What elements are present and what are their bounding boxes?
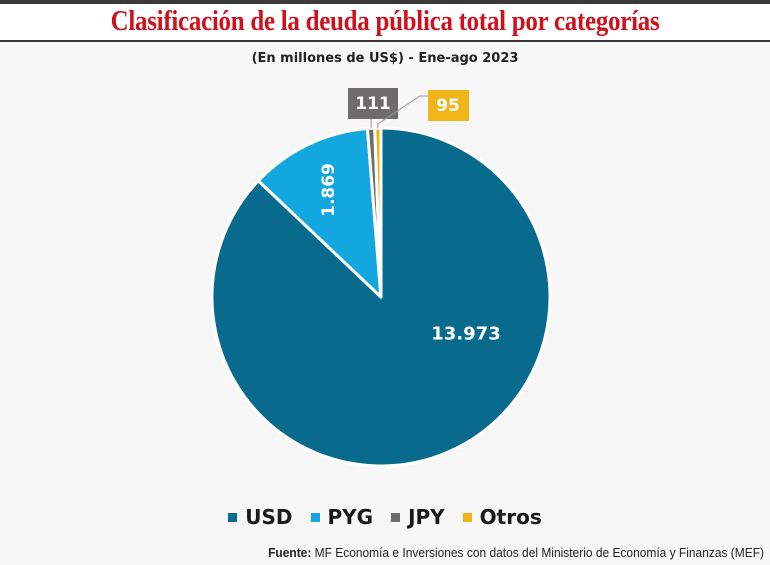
callout-box-jpy <box>348 88 398 119</box>
data-label-pyg: 1.869 <box>319 163 339 217</box>
pie-slice-otros <box>373 126 383 299</box>
title-band <box>0 4 770 40</box>
chart-title: Clasificación de la deuda pública total … <box>110 5 660 37</box>
legend-item-pyg: PYG <box>310 505 374 529</box>
data-label-jpy: 111 <box>355 94 391 114</box>
pie-slice-pyg <box>256 127 383 299</box>
legend-label-otros: Otros <box>479 505 542 529</box>
legend-item-usd: USD <box>228 505 293 529</box>
chart-subtitle: (En millones de US$) - Ene-ago 2023 <box>251 51 519 66</box>
pie-labels: 13.973 1.869 111 95 <box>319 94 501 345</box>
source-text: MF Economía e Inversiones con datos del … <box>311 545 764 560</box>
pie-chart: 13.973 1.869 111 95 <box>210 88 552 468</box>
legend-label-jpy: JPY <box>408 505 445 529</box>
source-note: Fuente: MF Economía e Inversiones con da… <box>268 545 764 560</box>
callout-line-otros <box>377 95 428 129</box>
legend-swatch-usd <box>228 512 238 522</box>
top-border <box>0 0 770 4</box>
legend-item-jpy: JPY <box>391 505 445 529</box>
legend-label-usd: USD <box>245 505 293 529</box>
legend-swatch-jpy <box>391 512 401 522</box>
legend-label-pyg: PYG <box>327 505 374 529</box>
data-label-otros: 95 <box>436 96 460 116</box>
data-label-usd: 13.973 <box>431 324 500 345</box>
legend-item-otros: Otros <box>462 505 542 529</box>
legend-swatch-otros <box>462 512 472 522</box>
source-label: Fuente: <box>268 545 312 560</box>
callout-box-otros <box>428 90 469 121</box>
pie-slice-usd <box>210 126 552 468</box>
legend-swatch-pyg <box>310 512 320 522</box>
pie-callouts <box>348 88 469 129</box>
title-divider <box>0 40 770 42</box>
legend: USD PYG JPY Otros <box>0 505 770 529</box>
pie-slices <box>210 126 552 468</box>
